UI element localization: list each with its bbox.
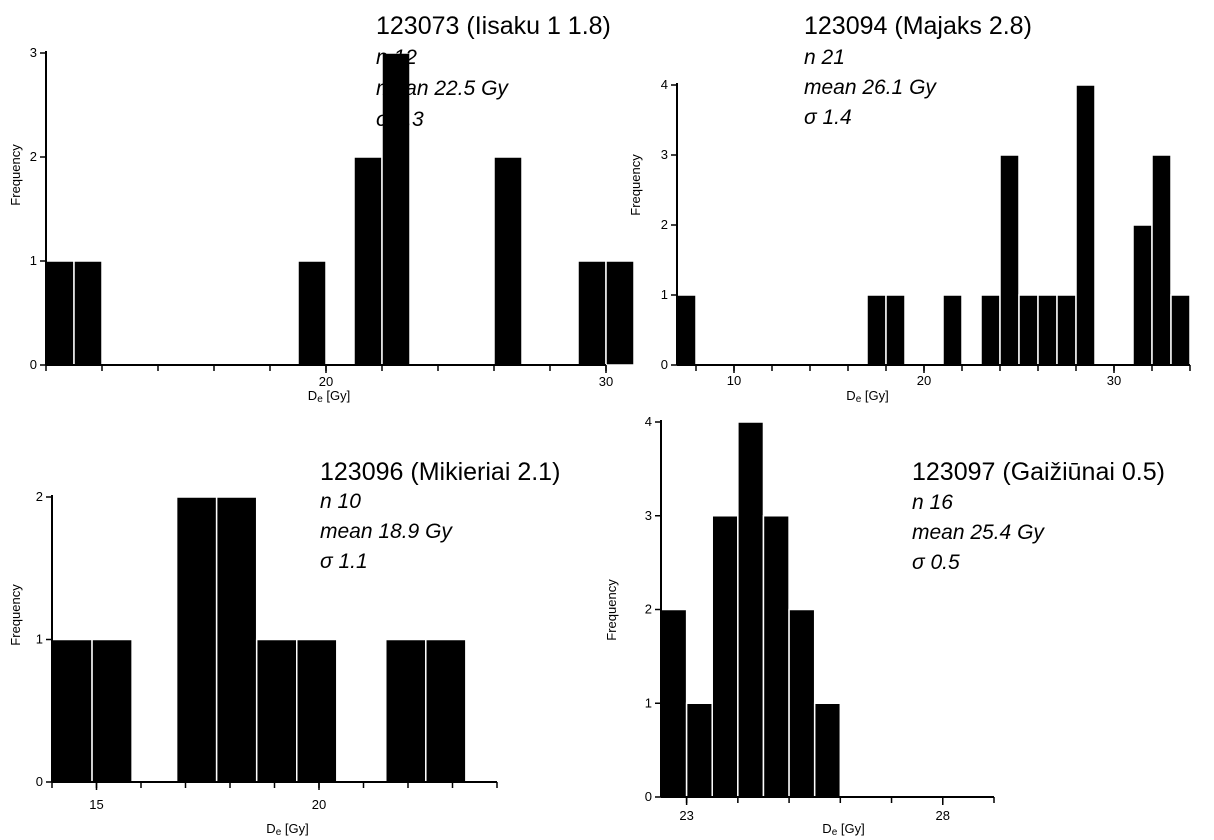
histogram-bar	[381, 52, 411, 366]
y-tick-label: 0	[645, 789, 652, 804]
panel-stat: σ 1.3	[376, 108, 424, 131]
x-tick-label: 20	[319, 374, 333, 389]
panel-stat: n 21	[804, 46, 845, 69]
y-tick-label: 3	[661, 147, 668, 162]
panel-stat: σ 0.5	[912, 551, 960, 574]
y-tick-label: 4	[645, 414, 652, 429]
y-tick-label: 3	[30, 45, 37, 60]
histogram-bar	[73, 260, 103, 366]
y-tick-label: 1	[645, 695, 652, 710]
x-tick-label: 20	[917, 373, 931, 388]
panel-title: 123097 (Gaižiūnai 0.5)	[912, 458, 1165, 486]
panel-stat: n 16	[912, 491, 953, 514]
histogram-bar	[51, 638, 93, 783]
histogram-bar	[1075, 84, 1096, 366]
histogram-bar	[788, 608, 816, 798]
y-axis-label: Frequency	[628, 154, 643, 216]
y-tick-label: 1	[36, 632, 43, 647]
histogram-bar	[45, 260, 75, 366]
y-tick-label: 1	[661, 287, 668, 302]
panel-stat: n 12	[376, 46, 417, 69]
histogram-bar	[942, 294, 963, 366]
histogram-bar	[296, 638, 338, 783]
histogram-bar	[1037, 294, 1058, 366]
histogram-bar	[215, 496, 258, 783]
y-tick-label: 0	[661, 357, 668, 372]
x-tick-label: 15	[89, 797, 103, 812]
y-tick-label: 0	[36, 774, 43, 789]
histogram-bar	[605, 260, 635, 366]
histogram-bar	[660, 608, 688, 798]
panel-stat: mean 26.1 Gy	[804, 76, 937, 99]
x-axis-label: De [Gy]	[266, 821, 308, 838]
x-axis-label: De [Gy]	[822, 821, 864, 838]
y-tick-label: 2	[661, 217, 668, 232]
y-axis-label: Frequency	[8, 584, 23, 646]
histogram-bar	[297, 260, 327, 366]
histogram-bar	[685, 702, 713, 798]
histogram-bar	[385, 638, 427, 783]
panel-stat: n 10	[320, 490, 361, 513]
x-tick-label: 23	[679, 808, 693, 823]
y-tick-label: 0	[30, 357, 37, 372]
histogram-bar	[175, 496, 218, 783]
y-tick-label: 2	[30, 149, 37, 164]
x-axis-label: De [Gy]	[846, 388, 888, 405]
histogram-bar	[737, 421, 765, 798]
panel-title: 123073 (Iisaku 1 1.8)	[376, 12, 611, 40]
histogram-bar	[1151, 154, 1172, 366]
histogram-bar	[353, 156, 383, 366]
histogram-bar	[577, 260, 607, 366]
histogram-bar	[1018, 294, 1039, 366]
histogram-bar	[91, 638, 133, 783]
histogram-bar	[813, 702, 842, 798]
histogram-bar	[676, 294, 697, 366]
panel-stat: mean 25.4 Gy	[912, 521, 1045, 544]
histogram-bar	[255, 638, 298, 783]
y-tick-label: 2	[645, 602, 652, 617]
y-tick-label: 3	[645, 508, 652, 523]
x-tick-label: 10	[727, 373, 741, 388]
histogram-bar	[493, 156, 523, 366]
histogram-bar	[762, 515, 790, 798]
y-tick-label: 2	[36, 489, 43, 504]
histogram-bar	[866, 294, 887, 366]
panel-stat: mean 22.5 Gy	[376, 77, 509, 100]
x-tick-label: 28	[936, 808, 950, 823]
histogram-bar	[980, 294, 1001, 366]
histogram-bar	[1170, 294, 1191, 366]
chart-panel-1: 0 1 2 3 20 30 Frequency De [Gy] 123073 (Iisaku 1…	[8, 12, 635, 405]
panel-title: 123094 (Majaks 2.8)	[804, 12, 1032, 40]
x-tick-label: 30	[1107, 373, 1121, 388]
histogram-bar	[711, 515, 739, 798]
y-tick-label: 4	[661, 77, 668, 92]
histogram-bar	[885, 294, 906, 366]
panel-stat: mean 18.9 Gy	[320, 520, 453, 543]
panel-stat: σ 1.1	[320, 550, 368, 573]
chart-panel-2: 0 1 2 3 4 10 20 30 Frequency De [Gy] 123094 (Majak…	[628, 12, 1191, 405]
panel-stat: σ 1.4	[804, 106, 852, 129]
histogram-bar	[425, 638, 467, 783]
chart-panel-3: 0 1 2 15 20 Frequency De [Gy] 123096 (Mikieriai…	[8, 458, 560, 838]
x-axis-label: De [Gy]	[308, 388, 350, 405]
histogram-bar	[999, 154, 1020, 366]
histogram-bar	[1056, 294, 1077, 366]
panel-title: 123096 (Mikieriai 2.1)	[320, 458, 560, 486]
x-tick-label: 20	[312, 797, 326, 812]
y-tick-label: 1	[30, 253, 37, 268]
histogram-bar	[1132, 224, 1153, 366]
y-axis-label: Frequency	[604, 579, 619, 641]
y-axis-label: Frequency	[8, 144, 23, 206]
x-tick-label: 30	[599, 374, 613, 389]
